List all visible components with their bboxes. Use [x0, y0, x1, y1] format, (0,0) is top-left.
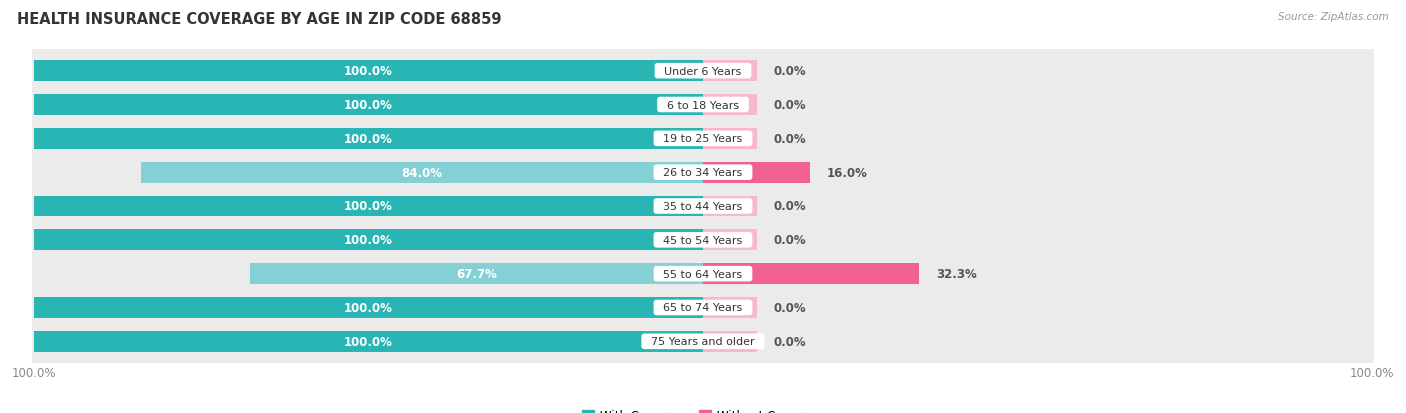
Text: 0.0%: 0.0% [773, 133, 806, 145]
Bar [703, 128, 756, 150]
Text: 19 to 25 Years: 19 to 25 Years [657, 134, 749, 144]
Text: Source: ZipAtlas.com: Source: ZipAtlas.com [1278, 12, 1389, 22]
Bar [703, 61, 756, 82]
Text: 0.0%: 0.0% [773, 200, 806, 213]
Text: 100.0%: 100.0% [344, 301, 394, 314]
Text: HEALTH INSURANCE COVERAGE BY AGE IN ZIP CODE 68859: HEALTH INSURANCE COVERAGE BY AGE IN ZIP … [17, 12, 502, 27]
Text: 35 to 44 Years: 35 to 44 Years [657, 202, 749, 211]
Text: 100.0%: 100.0% [344, 99, 394, 112]
Text: 0.0%: 0.0% [773, 234, 806, 247]
Bar [703, 95, 756, 116]
Text: 16.0%: 16.0% [827, 166, 868, 179]
Bar [703, 230, 756, 251]
Text: 0.0%: 0.0% [773, 65, 806, 78]
Text: 45 to 54 Years: 45 to 54 Years [657, 235, 749, 245]
Text: 100.0%: 100.0% [344, 133, 394, 145]
Text: 100.0%: 100.0% [344, 65, 394, 78]
Bar [34, 230, 703, 251]
Bar [250, 263, 703, 285]
Text: 0.0%: 0.0% [773, 335, 806, 348]
Text: 84.0%: 84.0% [402, 166, 443, 179]
FancyBboxPatch shape [32, 147, 1374, 198]
Text: 0.0%: 0.0% [773, 99, 806, 112]
FancyBboxPatch shape [32, 181, 1374, 232]
Bar [34, 331, 703, 352]
Bar [34, 61, 703, 82]
Text: 32.3%: 32.3% [936, 268, 977, 280]
Text: 55 to 64 Years: 55 to 64 Years [657, 269, 749, 279]
Bar [34, 128, 703, 150]
FancyBboxPatch shape [32, 316, 1374, 367]
Bar [141, 162, 703, 183]
Bar [703, 331, 756, 352]
Text: 65 to 74 Years: 65 to 74 Years [657, 303, 749, 313]
Bar [34, 297, 703, 318]
Bar [703, 297, 756, 318]
Bar [34, 196, 703, 217]
Legend: With Coverage, Without Coverage: With Coverage, Without Coverage [578, 404, 828, 413]
Bar [703, 263, 920, 285]
Text: 100.0%: 100.0% [344, 234, 394, 247]
FancyBboxPatch shape [32, 114, 1374, 164]
FancyBboxPatch shape [32, 215, 1374, 266]
FancyBboxPatch shape [32, 282, 1374, 333]
FancyBboxPatch shape [32, 80, 1374, 131]
Text: 75 Years and older: 75 Years and older [644, 337, 762, 347]
Text: 26 to 34 Years: 26 to 34 Years [657, 168, 749, 178]
Text: 100.0%: 100.0% [344, 335, 394, 348]
FancyBboxPatch shape [32, 249, 1374, 299]
Text: 6 to 18 Years: 6 to 18 Years [659, 100, 747, 110]
Text: 100.0%: 100.0% [344, 200, 394, 213]
Text: 67.7%: 67.7% [456, 268, 498, 280]
Bar [703, 196, 756, 217]
Bar [703, 162, 810, 183]
Text: 0.0%: 0.0% [773, 301, 806, 314]
Text: Under 6 Years: Under 6 Years [658, 66, 748, 76]
FancyBboxPatch shape [32, 46, 1374, 97]
Bar [34, 95, 703, 116]
